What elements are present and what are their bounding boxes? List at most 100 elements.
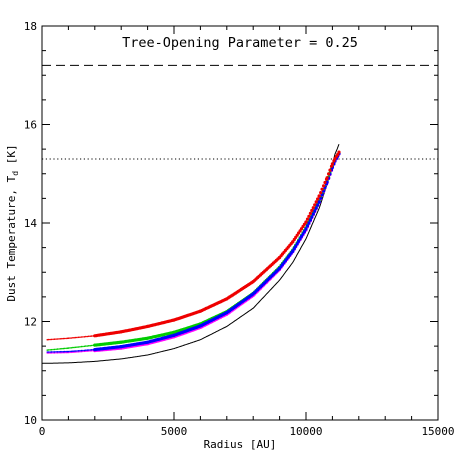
data-point xyxy=(59,350,62,353)
data-point xyxy=(47,338,50,341)
data-point xyxy=(308,211,312,215)
data-point xyxy=(332,159,336,163)
data-point xyxy=(74,346,77,349)
x-tick-label: 15000 xyxy=(421,425,454,438)
data-point xyxy=(76,336,78,339)
data-point xyxy=(295,242,299,246)
y-axis-title-subscript: d xyxy=(11,171,20,176)
chart-title: Tree-Opening Parameter = 0.25 xyxy=(122,35,358,51)
data-point xyxy=(50,338,53,341)
data-point xyxy=(311,206,315,210)
data-point xyxy=(297,239,301,243)
data-point xyxy=(320,187,324,191)
data-point xyxy=(87,349,90,351)
reference-lines xyxy=(42,64,438,160)
data-point xyxy=(77,350,80,352)
data-point xyxy=(52,348,54,351)
data-point xyxy=(52,338,54,341)
data-point xyxy=(58,351,60,353)
y-axis-title-main: Dust Temperature, T xyxy=(5,175,18,301)
data-point xyxy=(299,234,304,238)
series-0 xyxy=(41,144,340,364)
data-point xyxy=(55,338,57,340)
data-point xyxy=(82,349,84,352)
data-point xyxy=(328,168,332,172)
data-point xyxy=(82,336,84,338)
data-point xyxy=(292,247,296,251)
data-point xyxy=(52,351,54,353)
y-tick-label: 14 xyxy=(24,217,38,230)
data-point xyxy=(79,346,81,348)
data-point xyxy=(69,347,71,349)
data-point xyxy=(55,351,57,353)
data-point xyxy=(59,348,62,350)
data-point xyxy=(49,338,51,341)
data-point xyxy=(294,244,298,248)
data-point xyxy=(58,338,60,340)
data-point xyxy=(70,350,73,353)
data-point xyxy=(302,230,306,234)
data-point xyxy=(53,348,56,351)
data-point xyxy=(72,350,74,353)
data-point xyxy=(53,338,56,341)
data-point xyxy=(74,350,77,352)
data-point xyxy=(59,338,62,340)
data-point xyxy=(65,350,67,353)
data-point xyxy=(79,349,81,352)
data-point xyxy=(85,349,87,352)
data-point xyxy=(73,350,75,352)
data-point xyxy=(69,350,71,353)
data-point xyxy=(73,336,75,339)
data-point xyxy=(319,191,323,195)
data-point xyxy=(304,227,308,231)
data-point xyxy=(80,345,83,348)
data-point xyxy=(329,164,334,168)
data-point xyxy=(313,203,317,207)
data-point xyxy=(89,349,91,351)
data-point xyxy=(89,344,91,347)
data-point xyxy=(305,217,310,221)
x-tick-label: 5000 xyxy=(161,425,188,438)
data-point xyxy=(330,162,334,166)
data-point xyxy=(87,335,90,338)
data-point xyxy=(90,349,93,351)
data-point xyxy=(63,347,66,350)
data-point xyxy=(65,347,67,350)
data-point xyxy=(322,184,326,188)
data-point xyxy=(74,336,77,339)
data-point xyxy=(72,346,74,349)
data-point xyxy=(336,152,340,157)
data-point xyxy=(61,350,63,353)
data-point xyxy=(47,351,50,353)
data-point xyxy=(73,346,75,349)
data-point xyxy=(85,345,87,347)
data-point xyxy=(323,180,327,185)
data-point xyxy=(307,221,311,225)
tick-labels: 0 5000 10000 15000 10 12 14 16 18 xyxy=(24,20,455,438)
data-point xyxy=(49,349,51,351)
y-tick-label: 18 xyxy=(24,20,37,33)
data-point xyxy=(311,212,315,216)
data-point xyxy=(77,346,80,348)
data-point xyxy=(325,176,329,180)
series-3 xyxy=(46,152,341,353)
y-axis-title-unit: [K] xyxy=(5,144,18,171)
data-point xyxy=(62,337,65,340)
data-point xyxy=(67,350,70,353)
data-point xyxy=(82,345,84,348)
data-point xyxy=(89,335,91,338)
data-point xyxy=(56,351,59,353)
y-axis-title: Dust Temperature, Td [K] xyxy=(5,144,20,301)
data-point xyxy=(317,194,321,198)
data-point xyxy=(310,208,314,213)
data-point xyxy=(53,351,56,353)
data-point xyxy=(313,209,317,213)
data-point xyxy=(80,336,83,338)
data-point xyxy=(63,350,66,353)
data-point xyxy=(50,351,53,353)
data-point xyxy=(86,335,89,338)
data-point xyxy=(76,346,78,348)
data-point xyxy=(67,347,70,349)
